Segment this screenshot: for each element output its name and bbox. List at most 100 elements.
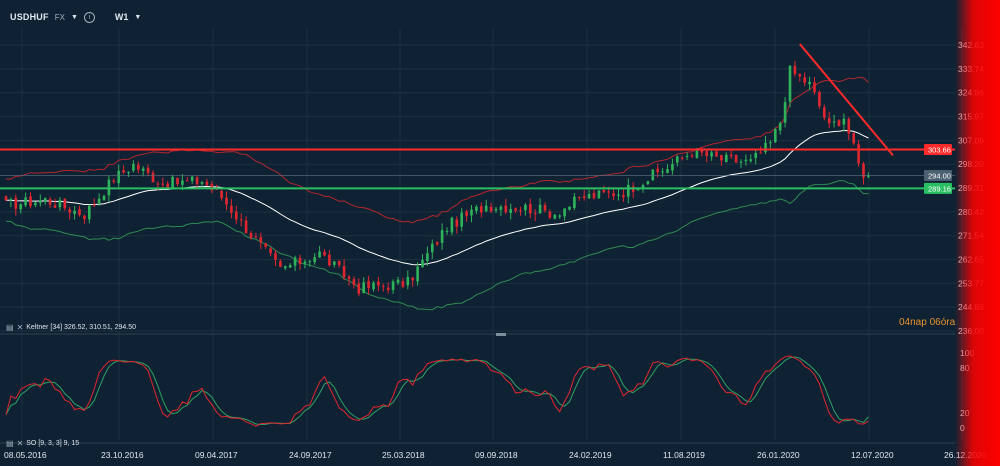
candle-body <box>827 117 831 124</box>
candle-body <box>328 254 331 266</box>
candle-body <box>156 183 160 185</box>
candle-body <box>112 180 116 182</box>
countdown-hours-unit: óra <box>940 317 956 328</box>
date-tick-label: 26.01.2020 <box>757 450 800 460</box>
candle-body <box>372 282 375 290</box>
candle-body <box>744 159 748 162</box>
stochastic-legend[interactable]: ▤ ✕ SO [9, 3, 3] 9, 15 <box>6 439 79 448</box>
candle-body <box>538 204 542 214</box>
candle-body <box>695 148 699 158</box>
symbol-selector[interactable]: USDHUF <box>10 12 49 22</box>
candle-body <box>181 180 184 185</box>
candle-body <box>239 219 243 221</box>
candle-body <box>475 206 478 211</box>
candle-body <box>543 205 547 211</box>
chevron-down-icon[interactable]: ▼ <box>134 13 142 21</box>
candle-body <box>519 210 522 212</box>
candle-body <box>220 190 223 199</box>
close-icon[interactable]: ✕ <box>16 439 24 448</box>
date-tick-label: 11.08.2019 <box>663 450 705 460</box>
candle-body <box>803 77 806 83</box>
candle-body <box>323 251 326 256</box>
candle-body <box>244 220 248 234</box>
candle-body <box>337 260 341 266</box>
candle-body <box>122 169 125 173</box>
candle-body <box>39 200 42 203</box>
candle-body <box>401 281 405 287</box>
candle-body <box>342 266 346 278</box>
candle-body <box>97 198 101 204</box>
candle-body <box>499 206 503 210</box>
indicator-settings-icon[interactable]: ▤ <box>6 439 14 448</box>
candle-body <box>83 215 86 220</box>
candle-body <box>391 281 395 290</box>
candle-body <box>288 265 292 268</box>
annotations[interactable]: 303.66 294.00 289.16 <box>0 43 955 194</box>
candle-body <box>176 177 179 185</box>
candle-body <box>823 107 826 118</box>
candle-body <box>333 261 336 265</box>
candle-body <box>597 190 601 199</box>
candle-body <box>279 261 282 267</box>
candle-body <box>195 177 199 184</box>
info-icon[interactable]: i <box>83 11 95 23</box>
candle-body <box>627 184 630 197</box>
candle-body <box>793 65 797 75</box>
candle-body <box>318 251 321 258</box>
candle-body <box>788 65 792 102</box>
candle-body <box>587 193 591 199</box>
candle-body <box>127 171 130 173</box>
chevron-down-icon[interactable]: ▼ <box>70 13 78 21</box>
candle-body <box>406 277 410 286</box>
candle-body <box>269 248 272 254</box>
chart-header: USDHUF FX ▼ i W1 ▼ <box>10 10 141 24</box>
candle-body <box>362 282 365 294</box>
candle-body <box>612 193 615 197</box>
keltner-label: Keltner [34] 326.52, 310.51, 294.50 <box>26 324 137 331</box>
keltner-legend[interactable]: ▤ ✕ Keltner [34] 326.52, 310.51, 294.50 <box>6 323 136 332</box>
candle-body <box>813 82 816 93</box>
candle-body <box>411 277 414 281</box>
candle-body <box>171 176 174 188</box>
candle-body <box>146 167 150 173</box>
candle-body <box>53 205 57 208</box>
candle-body <box>367 280 370 289</box>
candle-body <box>548 211 552 218</box>
candle-body <box>43 198 47 202</box>
candle-body <box>759 152 762 154</box>
candle-body <box>646 181 650 185</box>
candle-body <box>700 148 704 153</box>
candle-body <box>480 206 483 213</box>
axes: 342.63333.74324.86315.97307.08298.20289.… <box>4 40 987 460</box>
candle-body <box>235 211 238 220</box>
candle-body <box>293 257 297 266</box>
date-tick-label: 24.09.2017 <box>289 450 332 460</box>
candle-body <box>386 287 390 291</box>
candle-body <box>48 199 52 205</box>
candle-body <box>725 154 728 163</box>
candle-body <box>671 163 674 171</box>
date-tick-label: 25.03.2018 <box>382 450 425 460</box>
candle-body <box>470 209 473 216</box>
candle-body <box>494 208 498 211</box>
candle-body <box>92 204 96 206</box>
candle-body <box>186 180 189 182</box>
candle-body <box>867 175 870 177</box>
timeframe-selector[interactable]: W1 <box>114 12 129 22</box>
candle-body <box>710 152 713 157</box>
candle-body <box>352 279 356 286</box>
countdown-hours: 06 <box>929 317 941 328</box>
candle-body <box>225 197 228 205</box>
grid-lines <box>0 28 963 444</box>
close-icon[interactable]: ✕ <box>16 323 24 332</box>
date-tick-label: 09.04.2017 <box>195 450 238 460</box>
candle-body <box>715 151 718 157</box>
candle-body <box>705 151 708 156</box>
candle-countdown: 04nap 06óra <box>899 317 955 328</box>
candle-body <box>259 237 263 243</box>
indicator-settings-icon[interactable]: ▤ <box>6 323 14 332</box>
candle-body <box>29 196 32 206</box>
candle-body <box>450 217 454 233</box>
candle-body <box>484 205 488 212</box>
